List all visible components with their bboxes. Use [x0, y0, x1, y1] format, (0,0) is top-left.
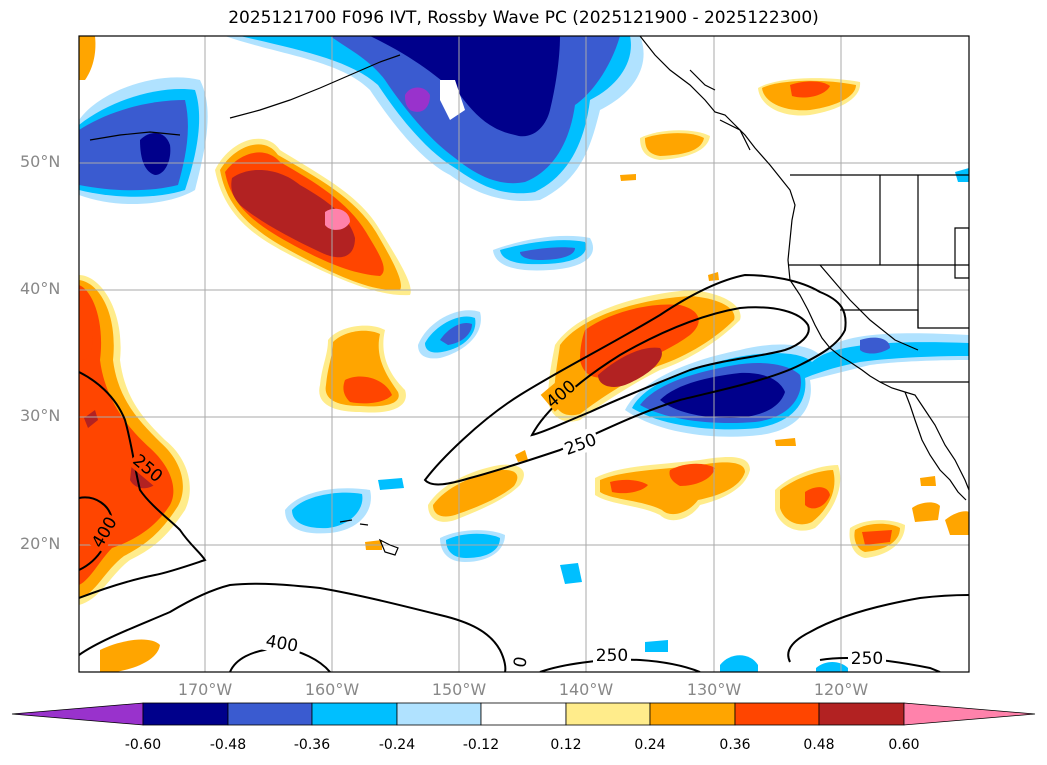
contour-label: 0 — [510, 655, 532, 669]
colorbar-bin — [480, 702, 567, 726]
contour-250-southeast — [539, 658, 701, 672]
colorbar-tick: 0.36 — [719, 737, 751, 753]
lon-label: 140°W — [558, 680, 614, 699]
colorbar-tick: -0.48 — [209, 737, 247, 753]
contour-label: 250 — [851, 649, 883, 669]
colorbar-bin — [649, 702, 736, 726]
lon-label: 120°W — [813, 680, 869, 699]
colorbar-extend-high — [903, 702, 1036, 726]
colorbar — [11, 702, 1036, 726]
contour-label: 250 — [596, 646, 628, 666]
lon-label: 130°W — [686, 680, 742, 699]
colorbar-bin — [142, 702, 229, 726]
colorbar-bin — [396, 702, 482, 726]
colorbar-bin — [227, 702, 313, 726]
colorbar-tick: -0.60 — [124, 737, 162, 753]
contour-400-ar — [530, 306, 810, 437]
lon-label: 170°W — [177, 680, 233, 699]
map-title: 2025121700 F096 IVT, Rossby Wave PC (202… — [228, 8, 819, 28]
colorbar-bin — [818, 702, 905, 726]
colorbar-tick: 0.12 — [550, 737, 582, 753]
graticule — [79, 36, 969, 672]
contour-west-1 — [79, 371, 207, 599]
lat-label: 20°N — [20, 534, 61, 553]
colorbar-tick: 0.24 — [634, 737, 666, 753]
colorbar-tick: 0.48 — [803, 737, 835, 753]
lat-label: 40°N — [20, 279, 61, 298]
coastlines — [89, 36, 969, 556]
map-frame — [78, 35, 970, 673]
colorbar-bin — [311, 702, 398, 726]
colorbar-extend-low — [11, 702, 144, 726]
colorbar-tick: 0.60 — [888, 737, 920, 753]
lat-label: 50°N — [20, 152, 61, 171]
lon-label: 150°W — [431, 680, 487, 699]
colorbar-bin — [565, 702, 651, 726]
colorbar-bin — [734, 702, 820, 726]
lon-label: 160°W — [304, 680, 360, 699]
ivt-contours — [79, 273, 969, 672]
colorbar-tick: -0.24 — [378, 737, 416, 753]
ivt-shading — [79, 36, 969, 672]
contour-south — [79, 582, 507, 672]
lat-label: 30°N — [20, 406, 61, 425]
colorbar-tick: -0.12 — [462, 737, 500, 753]
contour-250-ar — [423, 273, 847, 486]
contour-250-east — [787, 594, 969, 663]
colorbar-tick: -0.36 — [293, 737, 331, 753]
